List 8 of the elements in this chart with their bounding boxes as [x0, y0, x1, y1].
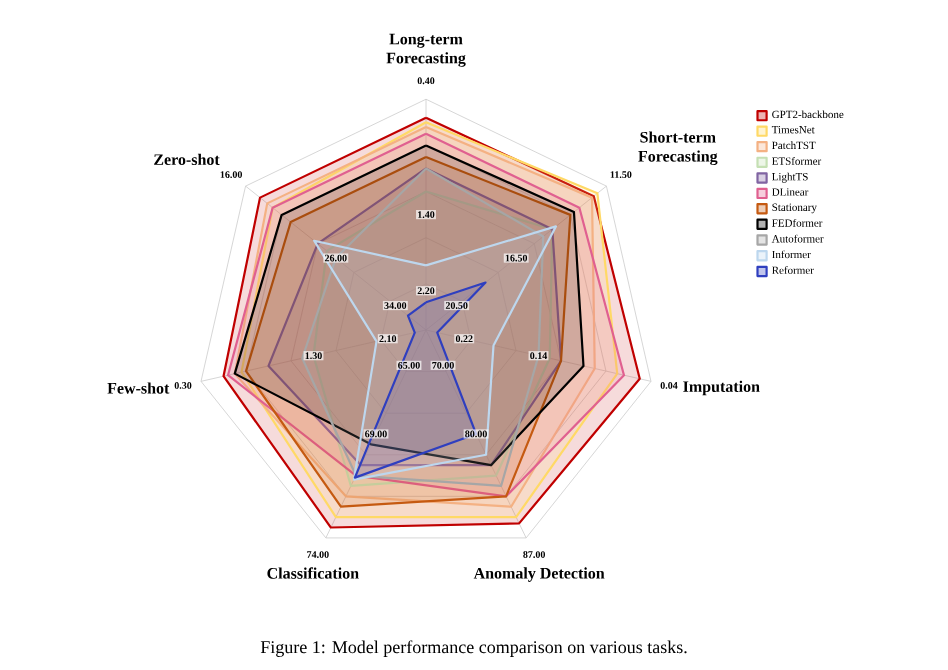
spoke-label: Few-shot [107, 382, 170, 394]
caption: Figure 1: Model performance comparison on various tasks. [260, 640, 687, 657]
spoke-label: Zero-shot [154, 153, 220, 166]
spoke-label: Imputation [683, 380, 760, 396]
spoke-label: Long-term Forecasting [386, 33, 466, 67]
spoke-label: Anomaly Detection [473, 567, 605, 582]
spoke-label: Classification [267, 567, 359, 579]
spoke-label: Short-term Forecasting [638, 131, 718, 166]
